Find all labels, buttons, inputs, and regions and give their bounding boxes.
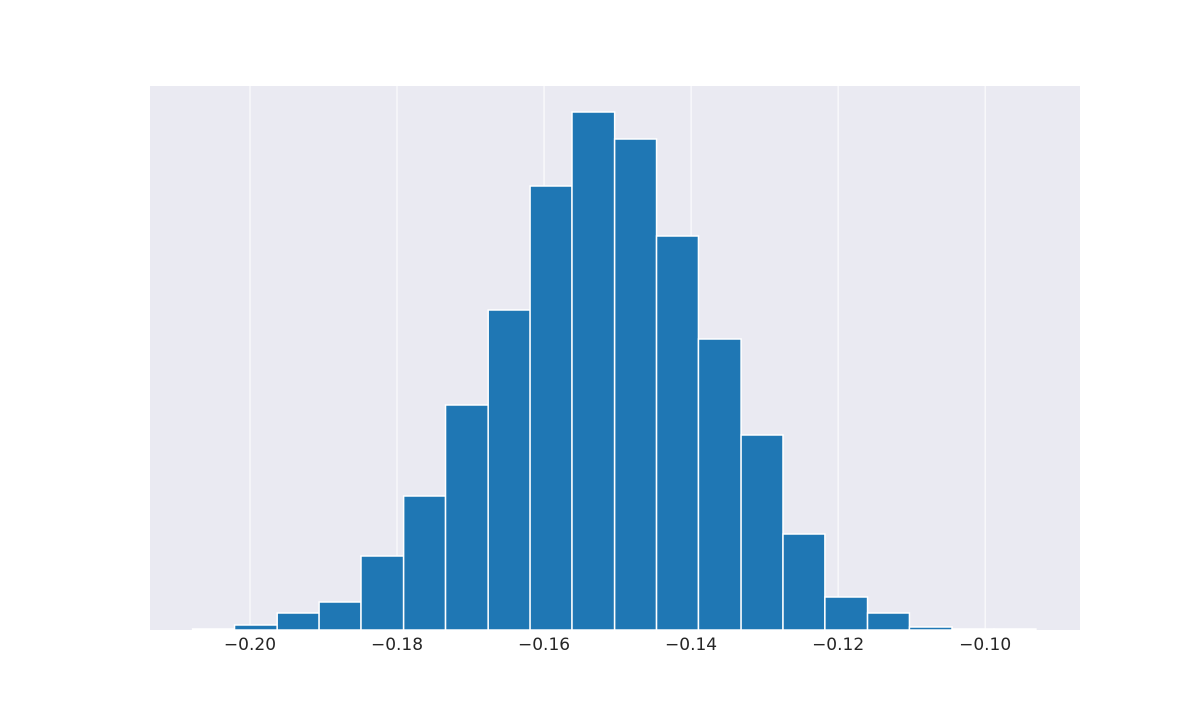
bar <box>360 555 405 631</box>
x-tick-label: −0.16 <box>518 635 570 655</box>
bar <box>951 628 995 631</box>
bar <box>529 185 573 631</box>
bar <box>191 628 236 631</box>
bar <box>487 309 531 631</box>
bar <box>697 338 742 631</box>
bar <box>993 628 1037 631</box>
x-tick-label: −0.14 <box>665 635 717 655</box>
bar <box>613 138 658 631</box>
bar <box>824 596 869 631</box>
x-tick-label: −0.12 <box>812 635 864 655</box>
bar <box>655 235 700 631</box>
x-tick-label: −0.20 <box>224 635 276 655</box>
bar <box>908 626 953 631</box>
bar <box>276 612 320 631</box>
x-tick-label: −0.18 <box>371 635 423 655</box>
x-tick-label: −0.10 <box>959 635 1011 655</box>
bar <box>444 404 489 631</box>
bar <box>740 434 784 631</box>
bar <box>782 533 826 631</box>
bar <box>233 624 278 631</box>
bar <box>571 111 616 631</box>
bar <box>866 612 911 631</box>
bar <box>402 495 447 631</box>
bar <box>318 601 362 631</box>
